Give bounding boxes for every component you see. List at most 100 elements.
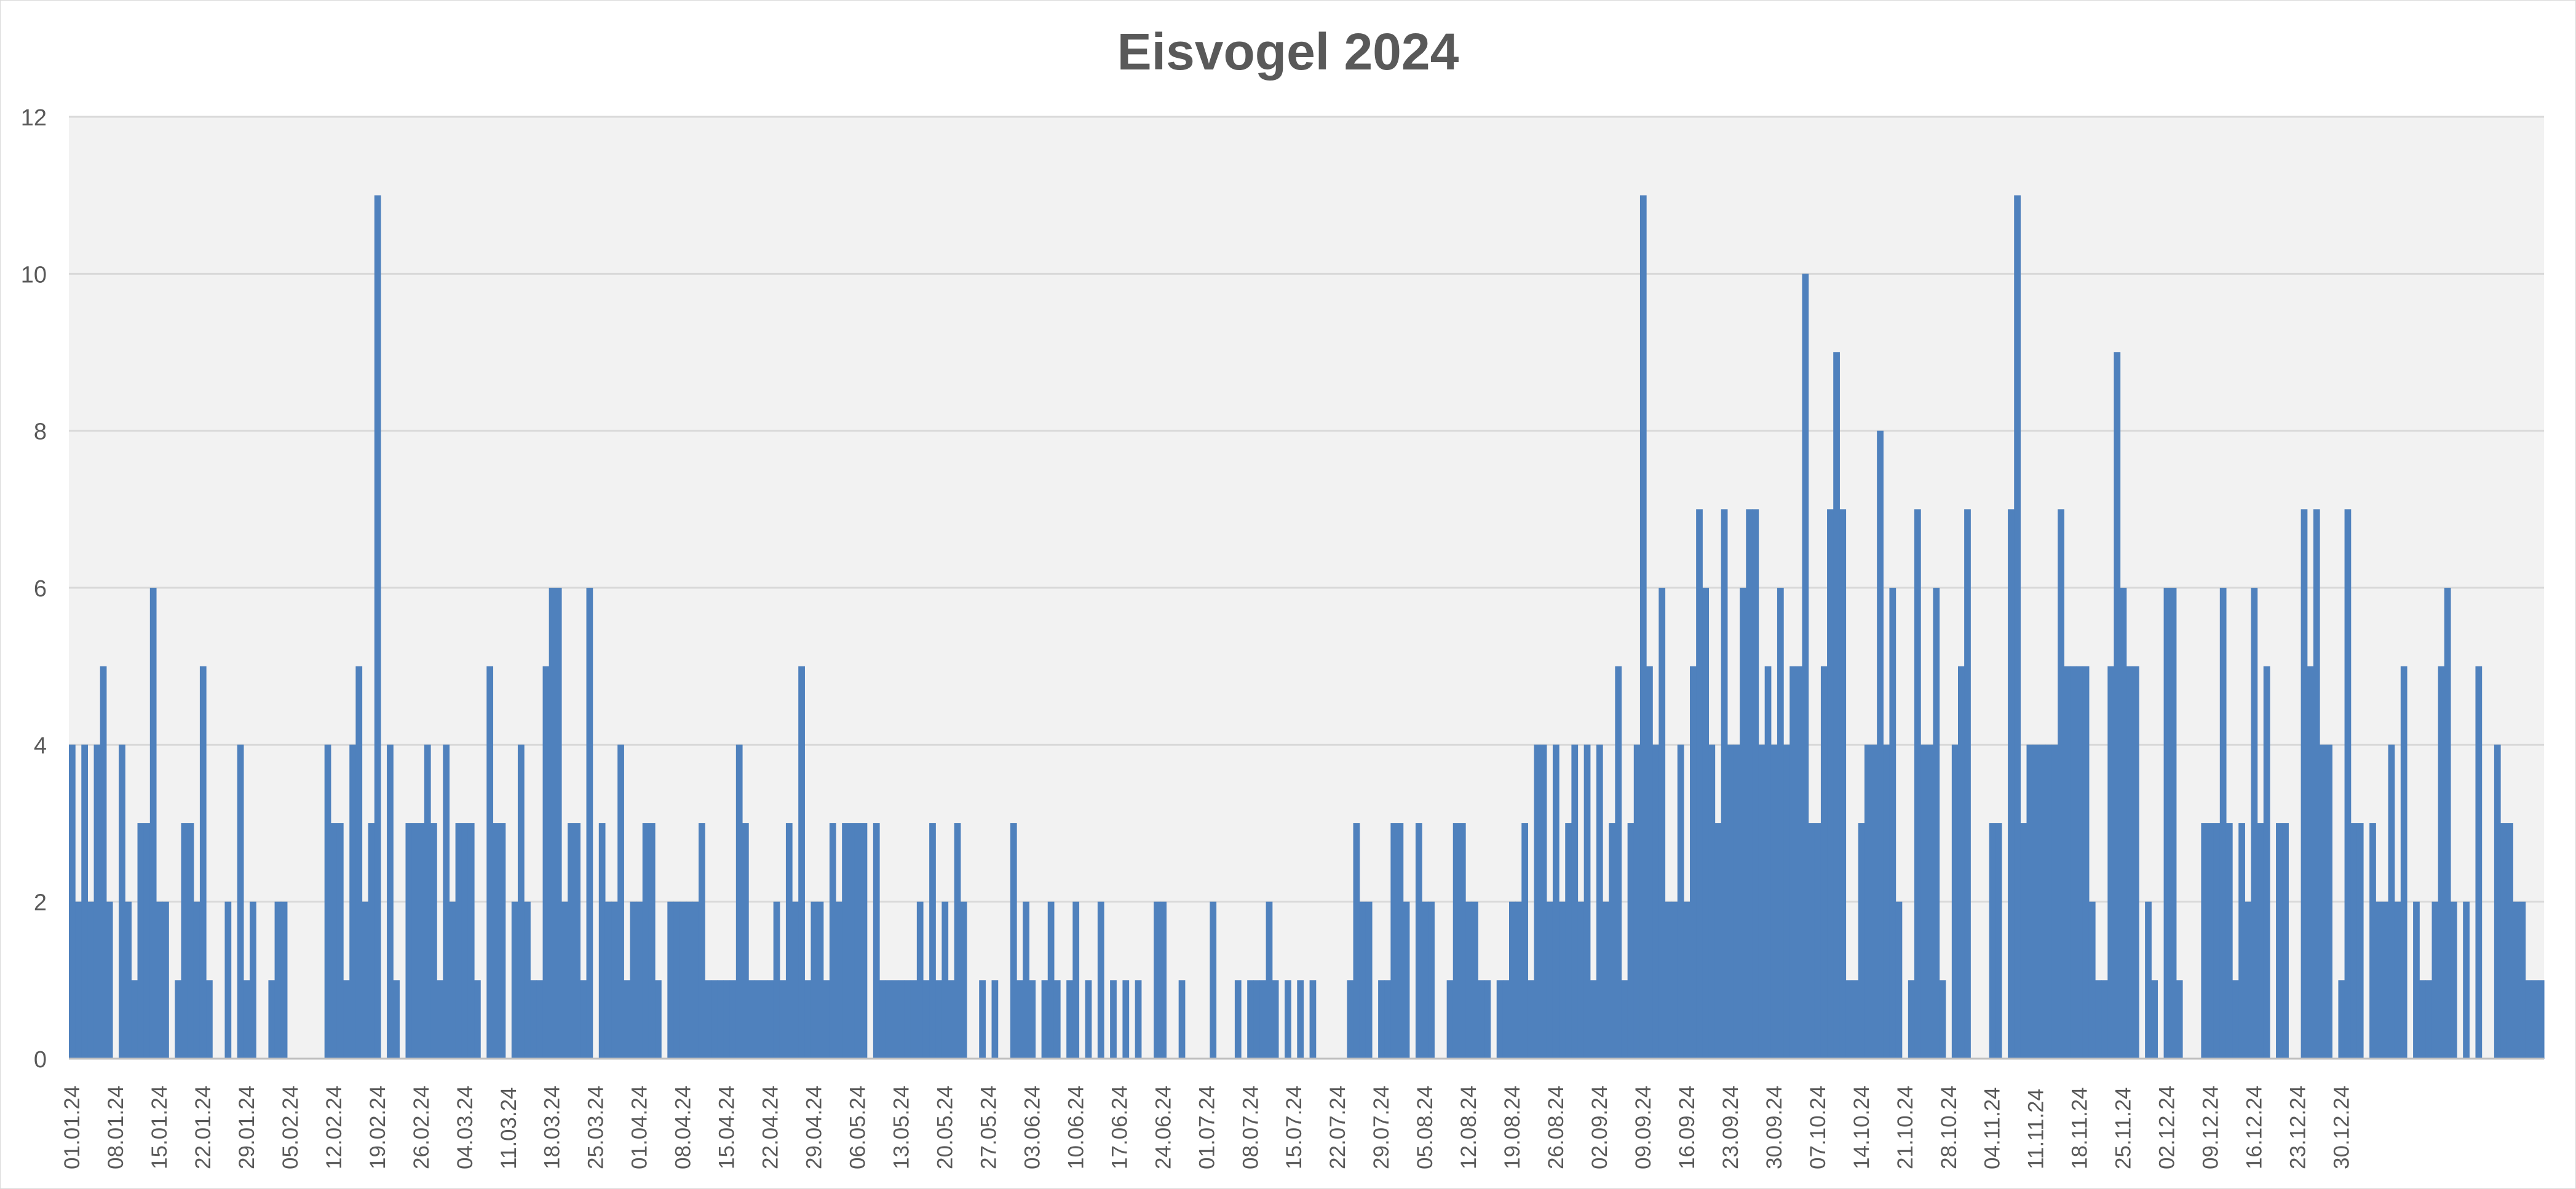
bar <box>324 745 331 1059</box>
x-tick-label: 22.07.24 <box>1326 1086 1350 1169</box>
bar <box>1010 823 1017 1059</box>
bar <box>2170 588 2177 1059</box>
bar <box>1452 823 1460 1059</box>
bar <box>1023 901 1029 1059</box>
bar <box>1253 980 1261 1059</box>
bar <box>574 823 581 1059</box>
bar <box>1590 980 1597 1059</box>
bar <box>604 901 612 1059</box>
bar <box>2238 823 2245 1059</box>
bar <box>1596 745 1603 1059</box>
bar <box>2507 823 2513 1059</box>
bar <box>748 980 755 1059</box>
bar <box>2320 745 2326 1059</box>
bar <box>2257 823 2264 1059</box>
bar <box>1459 823 1466 1059</box>
bar <box>705 980 711 1059</box>
bar <box>935 980 942 1059</box>
bar <box>836 901 842 1059</box>
bar <box>1677 745 1684 1059</box>
y-tick-label: 8 <box>34 419 47 445</box>
bar <box>1820 666 1828 1059</box>
bar <box>162 901 169 1059</box>
bar <box>1017 980 1023 1059</box>
bar <box>2201 823 2208 1059</box>
x-tick-label: 15.01.24 <box>148 1086 172 1169</box>
x-tick-label: 21.10.24 <box>1893 1086 1917 1169</box>
bar <box>2045 745 2052 1059</box>
bar <box>2494 745 2501 1059</box>
bar <box>810 901 818 1059</box>
bar <box>1652 745 1659 1059</box>
bar <box>941 901 949 1059</box>
bar <box>1122 980 1130 1059</box>
x-tick-label: 18.03.24 <box>541 1086 565 1169</box>
bar <box>2020 823 2027 1059</box>
bar <box>735 745 743 1059</box>
bar <box>979 980 986 1059</box>
bar <box>387 745 394 1059</box>
bar <box>1234 980 1242 1059</box>
bar <box>2463 901 2470 1059</box>
bar <box>175 980 182 1059</box>
bar <box>1933 588 1940 1059</box>
bar <box>1552 745 1559 1059</box>
bar <box>1845 980 1853 1059</box>
bar <box>1266 901 1273 1059</box>
x-tick-label: 08.01.24 <box>104 1086 128 1169</box>
x-tick-label: 26.08.24 <box>1544 1086 1568 1169</box>
bar <box>1951 745 1959 1059</box>
bar <box>2051 745 2058 1059</box>
bar <box>1989 823 1996 1059</box>
bar <box>1665 901 1672 1059</box>
bar <box>2307 666 2314 1059</box>
bar <box>1714 823 1722 1059</box>
bar <box>667 901 675 1059</box>
y-axis: 0 2 4 6 8 10 12 <box>21 105 47 1073</box>
bar <box>1957 666 1965 1059</box>
bar <box>418 823 425 1059</box>
bar <box>1066 980 1073 1059</box>
bar <box>2425 980 2433 1059</box>
bar <box>1777 588 1784 1059</box>
bar <box>69 745 76 1059</box>
bar <box>561 901 568 1059</box>
x-tick-label: 01.01.24 <box>60 1086 84 1169</box>
bar <box>886 980 892 1059</box>
bar <box>723 980 731 1059</box>
bar <box>349 745 356 1059</box>
bar <box>879 980 886 1059</box>
bar <box>692 901 699 1059</box>
bar <box>1478 980 1485 1059</box>
bar <box>929 823 936 1059</box>
bar <box>1178 980 1186 1059</box>
bar <box>586 588 593 1059</box>
bar <box>1783 745 1790 1059</box>
bar <box>873 823 880 1059</box>
bar <box>1571 745 1579 1059</box>
bar <box>2356 823 2364 1059</box>
x-tick-label: 19.02.24 <box>366 1086 390 1169</box>
y-tick-label: 12 <box>21 105 47 131</box>
bar <box>1110 980 1117 1059</box>
x-tick-label: 19.08.24 <box>1500 1086 1524 1169</box>
bar <box>2350 823 2358 1059</box>
bar <box>854 823 862 1059</box>
x-tick-label: 03.06.24 <box>1020 1086 1044 1169</box>
bar <box>1502 980 1510 1059</box>
bar <box>686 901 693 1059</box>
bar <box>330 823 338 1059</box>
x-tick-label: 01.04.24 <box>628 1086 652 1169</box>
bar <box>1047 901 1055 1059</box>
bar <box>785 823 793 1059</box>
x-tick-label: 23.09.24 <box>1719 1086 1743 1169</box>
bar <box>1758 745 1766 1059</box>
bar <box>1633 745 1641 1059</box>
bar <box>954 823 961 1059</box>
bar <box>636 901 643 1059</box>
bar <box>2413 901 2420 1059</box>
x-tick-label: 18.11.24 <box>2068 1087 2092 1169</box>
y-tick-label: 6 <box>34 576 47 602</box>
bar <box>486 666 494 1059</box>
bar <box>2251 588 2258 1059</box>
